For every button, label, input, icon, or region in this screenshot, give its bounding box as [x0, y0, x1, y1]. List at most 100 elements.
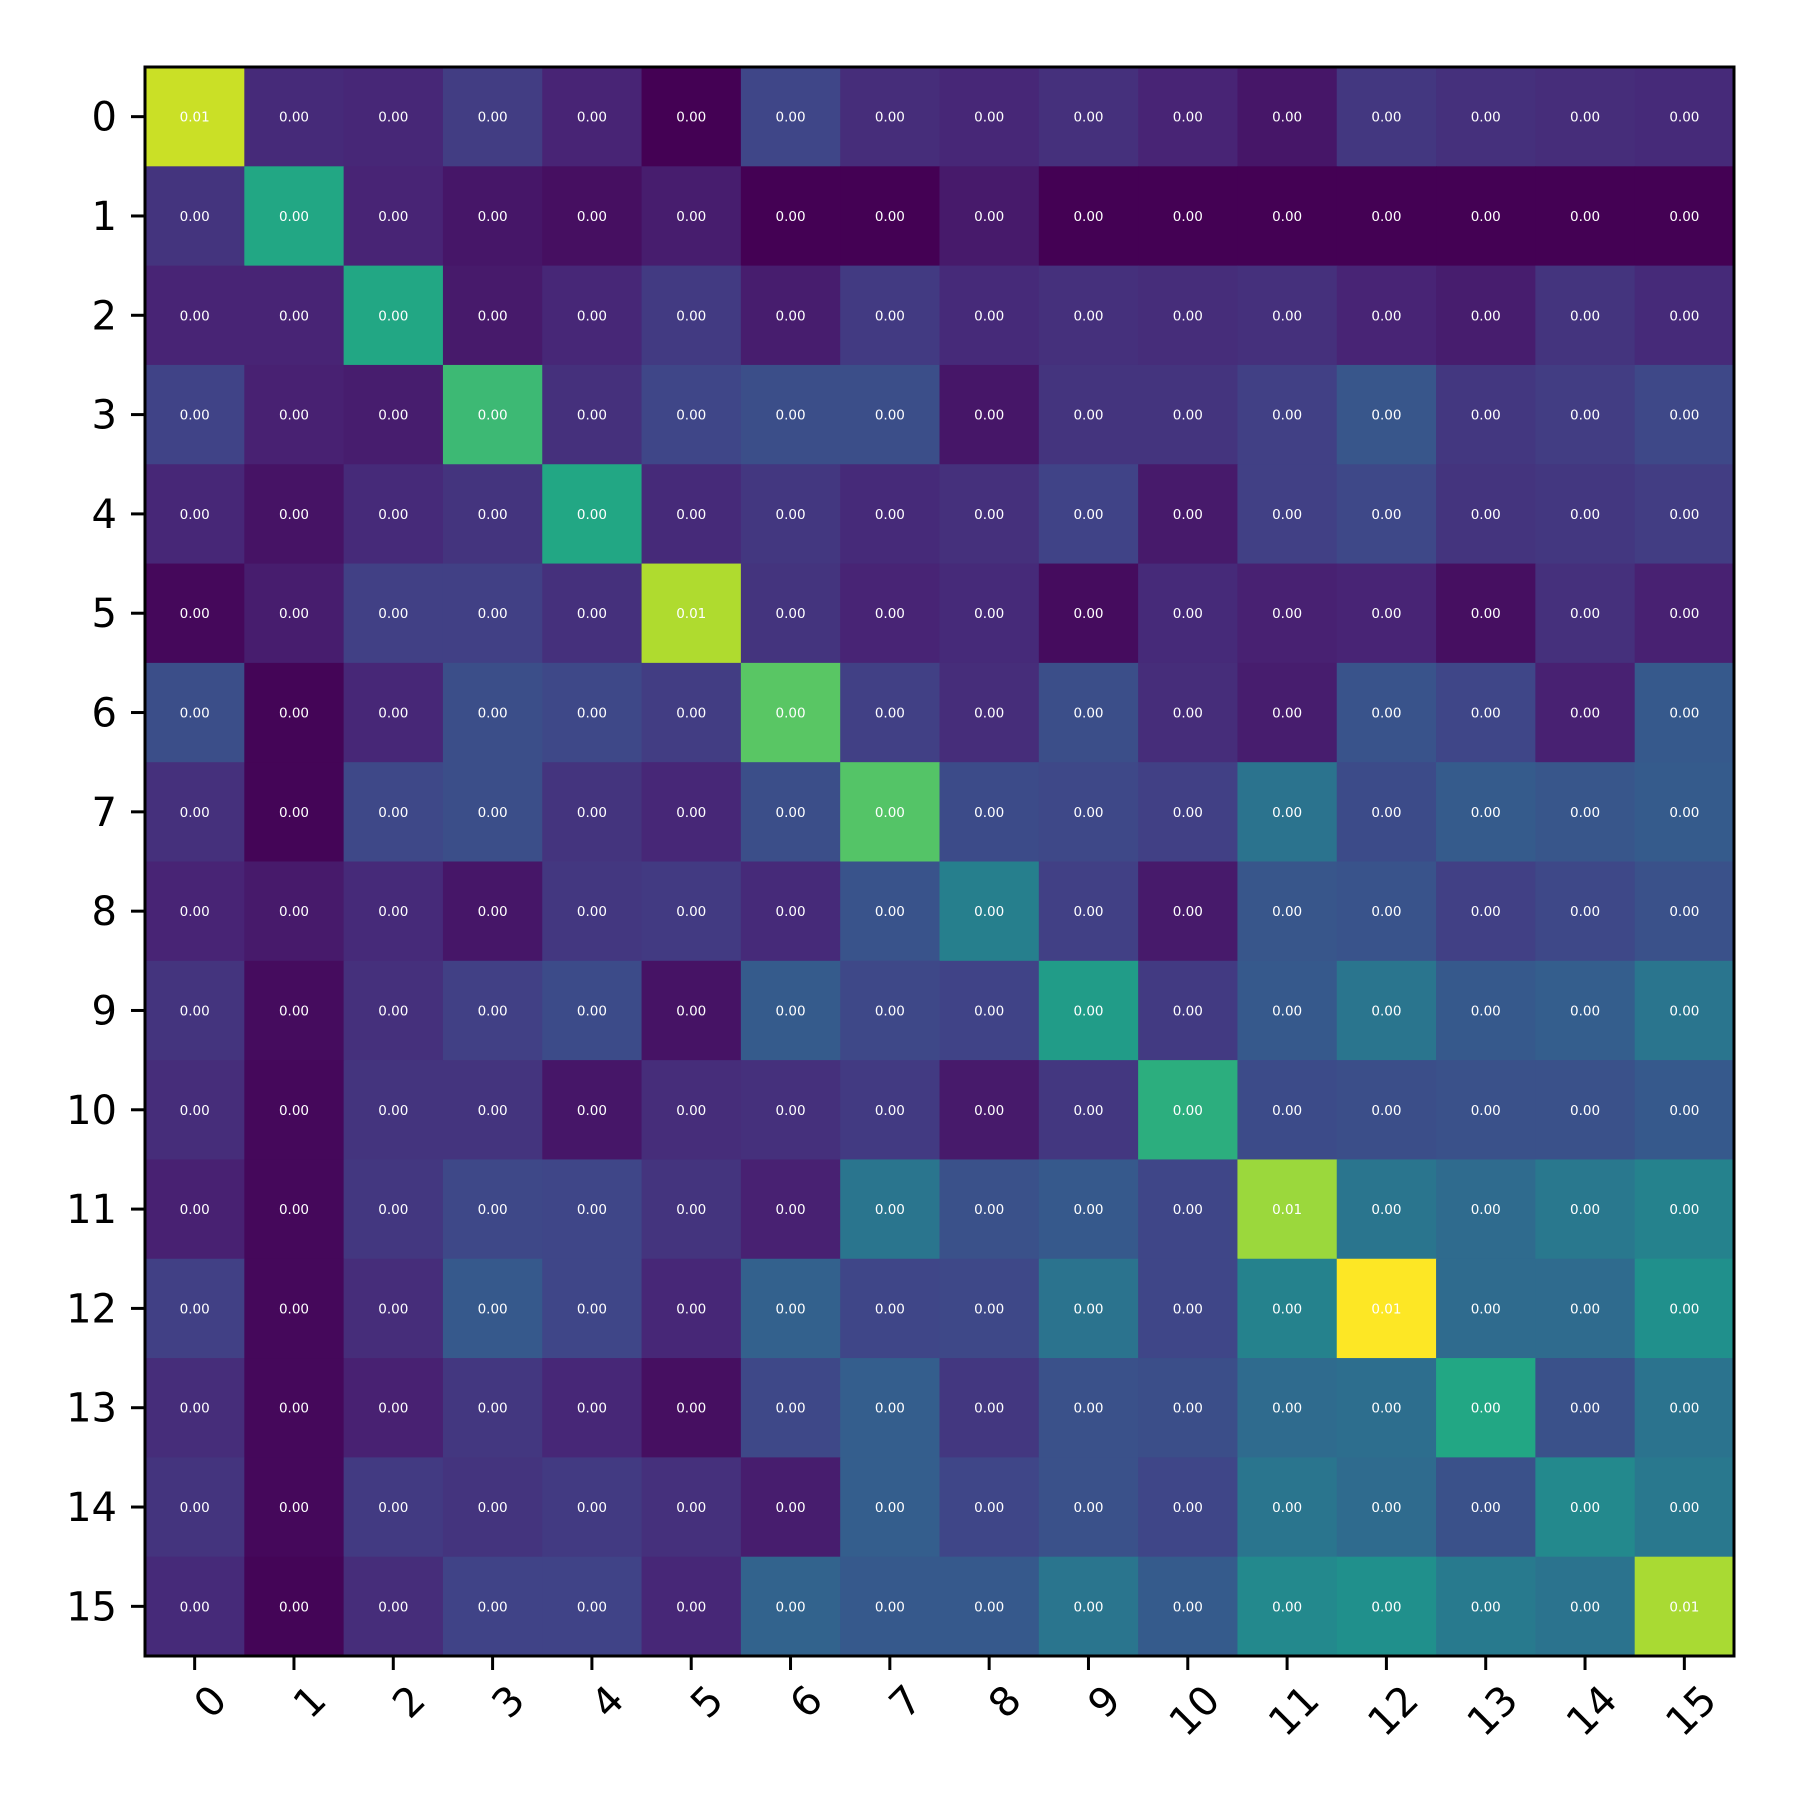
heatmap-cell-4-1	[244, 464, 345, 565]
heatmap-cell-14-7	[840, 1457, 941, 1558]
cell-value-label-2-11: 0.00	[1272, 308, 1302, 324]
cell-value-label-13-12: 0.00	[1371, 1401, 1401, 1417]
cell-value-label-15-13: 0.00	[1471, 1599, 1501, 1615]
heatmap-cell-0-15	[1634, 67, 1735, 167]
cell-value-label-9-2: 0.00	[378, 1003, 408, 1019]
heatmap-cell-10-9	[1038, 1060, 1139, 1161]
heatmap-cell-6-1	[244, 662, 345, 763]
cell-value-label-7-15: 0.00	[1669, 805, 1699, 821]
cell-value-label-14-9: 0.00	[1073, 1500, 1103, 1516]
cell-value-label-6-4: 0.00	[577, 706, 607, 722]
cell-value-label-4-2: 0.00	[378, 507, 408, 523]
cell-value-label-11-11: 0.01	[1272, 1202, 1302, 1218]
heatmap-cell-15-14	[1535, 1556, 1636, 1657]
heatmap-cell-8-6	[740, 861, 841, 962]
cell-value-label-14-5: 0.00	[676, 1500, 706, 1516]
cell-value-label-15-3: 0.00	[478, 1599, 508, 1615]
cell-value-label-10-9: 0.00	[1073, 1103, 1103, 1119]
heatmap-cell-2-8	[939, 265, 1040, 366]
heatmap-cell-1-5	[641, 166, 742, 267]
cell-value-label-7-1: 0.00	[279, 805, 309, 821]
heatmap-cell-3-13	[1436, 364, 1536, 465]
heatmap-cell-11-6	[740, 1159, 841, 1260]
cell-value-label-12-15: 0.00	[1669, 1301, 1699, 1317]
heatmap-cell-2-2	[343, 265, 444, 366]
cell-value-label-3-8: 0.00	[974, 408, 1004, 424]
heatmap-cell-5-10	[1138, 563, 1239, 664]
heatmap-cell-4-14	[1535, 464, 1636, 565]
heatmap-cell-12-3	[442, 1258, 543, 1359]
cell-value-label-10-0: 0.00	[180, 1103, 210, 1119]
cell-value-label-14-14: 0.00	[1570, 1500, 1600, 1516]
heatmap-cell-3-9	[1038, 364, 1139, 465]
heatmap-cell-14-15	[1634, 1457, 1735, 1558]
heatmap-cell-3-12	[1336, 364, 1437, 465]
cell-value-label-0-4: 0.00	[577, 110, 607, 126]
cell-value-label-5-6: 0.00	[776, 606, 806, 622]
heatmap-cell-7-10	[1138, 762, 1239, 863]
cell-value-label-12-4: 0.00	[577, 1301, 607, 1317]
cell-value-label-1-13: 0.00	[1471, 209, 1501, 225]
cell-value-label-7-3: 0.00	[478, 805, 508, 821]
cell-value-label-2-3: 0.00	[478, 308, 508, 324]
heatmap-cell-12-14	[1535, 1258, 1636, 1359]
heatmap-cell-0-3	[442, 67, 543, 167]
heatmap-cell-11-2	[343, 1159, 444, 1260]
cell-value-label-5-11: 0.00	[1272, 606, 1302, 622]
x-tick-label-11: 11	[1260, 1677, 1329, 1746]
cell-value-label-14-6: 0.00	[776, 1500, 806, 1516]
cell-value-label-12-12: 0.01	[1371, 1301, 1401, 1317]
cell-value-label-7-2: 0.00	[378, 805, 408, 821]
heatmap-cell-12-0	[145, 1258, 245, 1359]
x-tick-label-12: 12	[1359, 1677, 1428, 1746]
heatmap-cell-6-8	[939, 662, 1040, 763]
heatmap-cell-5-15	[1634, 563, 1735, 664]
cell-value-label-5-4: 0.00	[577, 606, 607, 622]
cell-value-label-15-4: 0.00	[577, 1599, 607, 1615]
cell-value-label-12-11: 0.00	[1272, 1301, 1302, 1317]
heatmap-cell-15-10	[1138, 1556, 1239, 1657]
cell-value-label-2-0: 0.00	[180, 308, 210, 324]
cell-value-label-6-6: 0.00	[776, 706, 806, 722]
cell-value-label-8-5: 0.00	[676, 904, 706, 920]
cell-value-label-6-5: 0.00	[676, 706, 706, 722]
cell-value-label-1-14: 0.00	[1570, 209, 1600, 225]
cell-value-label-0-8: 0.00	[974, 110, 1004, 126]
heatmap-cell-6-4	[542, 662, 643, 763]
heatmap-cell-9-7	[840, 960, 941, 1061]
heatmap-cell-10-13	[1436, 1060, 1536, 1161]
cell-value-label-13-10: 0.00	[1173, 1401, 1203, 1417]
heatmap-cell-15-5	[641, 1556, 742, 1657]
heatmap-cell-1-8	[939, 166, 1040, 267]
heatmap-cell-10-12	[1336, 1060, 1437, 1161]
cell-value-label-5-2: 0.00	[378, 606, 408, 622]
heatmap-cell-11-4	[542, 1159, 643, 1260]
heatmap-cell-1-9	[1038, 166, 1139, 267]
cell-value-label-15-9: 0.00	[1073, 1599, 1103, 1615]
heatmap-cell-6-11	[1237, 662, 1338, 763]
cell-value-label-3-14: 0.00	[1570, 408, 1600, 424]
cell-value-label-9-11: 0.00	[1272, 1003, 1302, 1019]
heatmap-cell-1-6	[740, 166, 841, 267]
cell-value-label-7-6: 0.00	[776, 805, 806, 821]
cell-value-label-0-13: 0.00	[1471, 110, 1501, 126]
cell-value-label-11-8: 0.00	[974, 1202, 1004, 1218]
cell-value-label-5-13: 0.00	[1471, 606, 1501, 622]
heatmap-cell-0-5	[641, 67, 742, 167]
y-tick-label-6: 6	[92, 691, 117, 737]
heatmap-cell-14-13	[1436, 1457, 1536, 1558]
cell-value-label-14-8: 0.00	[974, 1500, 1004, 1516]
heatmap-cell-8-8	[939, 861, 1040, 962]
heatmap-cell-8-11	[1237, 861, 1338, 962]
heatmap-cell-15-8	[939, 1556, 1040, 1657]
cell-value-label-6-9: 0.00	[1073, 706, 1103, 722]
heatmap-cell-7-3	[442, 762, 543, 863]
heatmap-cell-12-12	[1336, 1258, 1437, 1359]
y-tick-label-11: 11	[66, 1187, 117, 1233]
cell-value-label-7-14: 0.00	[1570, 805, 1600, 821]
cell-value-label-0-10: 0.00	[1173, 110, 1203, 126]
heatmap-cell-12-10	[1138, 1258, 1239, 1359]
heatmap-cell-2-4	[542, 265, 643, 366]
cell-value-label-3-7: 0.00	[875, 408, 905, 424]
heatmap-cell-2-1	[244, 265, 345, 366]
